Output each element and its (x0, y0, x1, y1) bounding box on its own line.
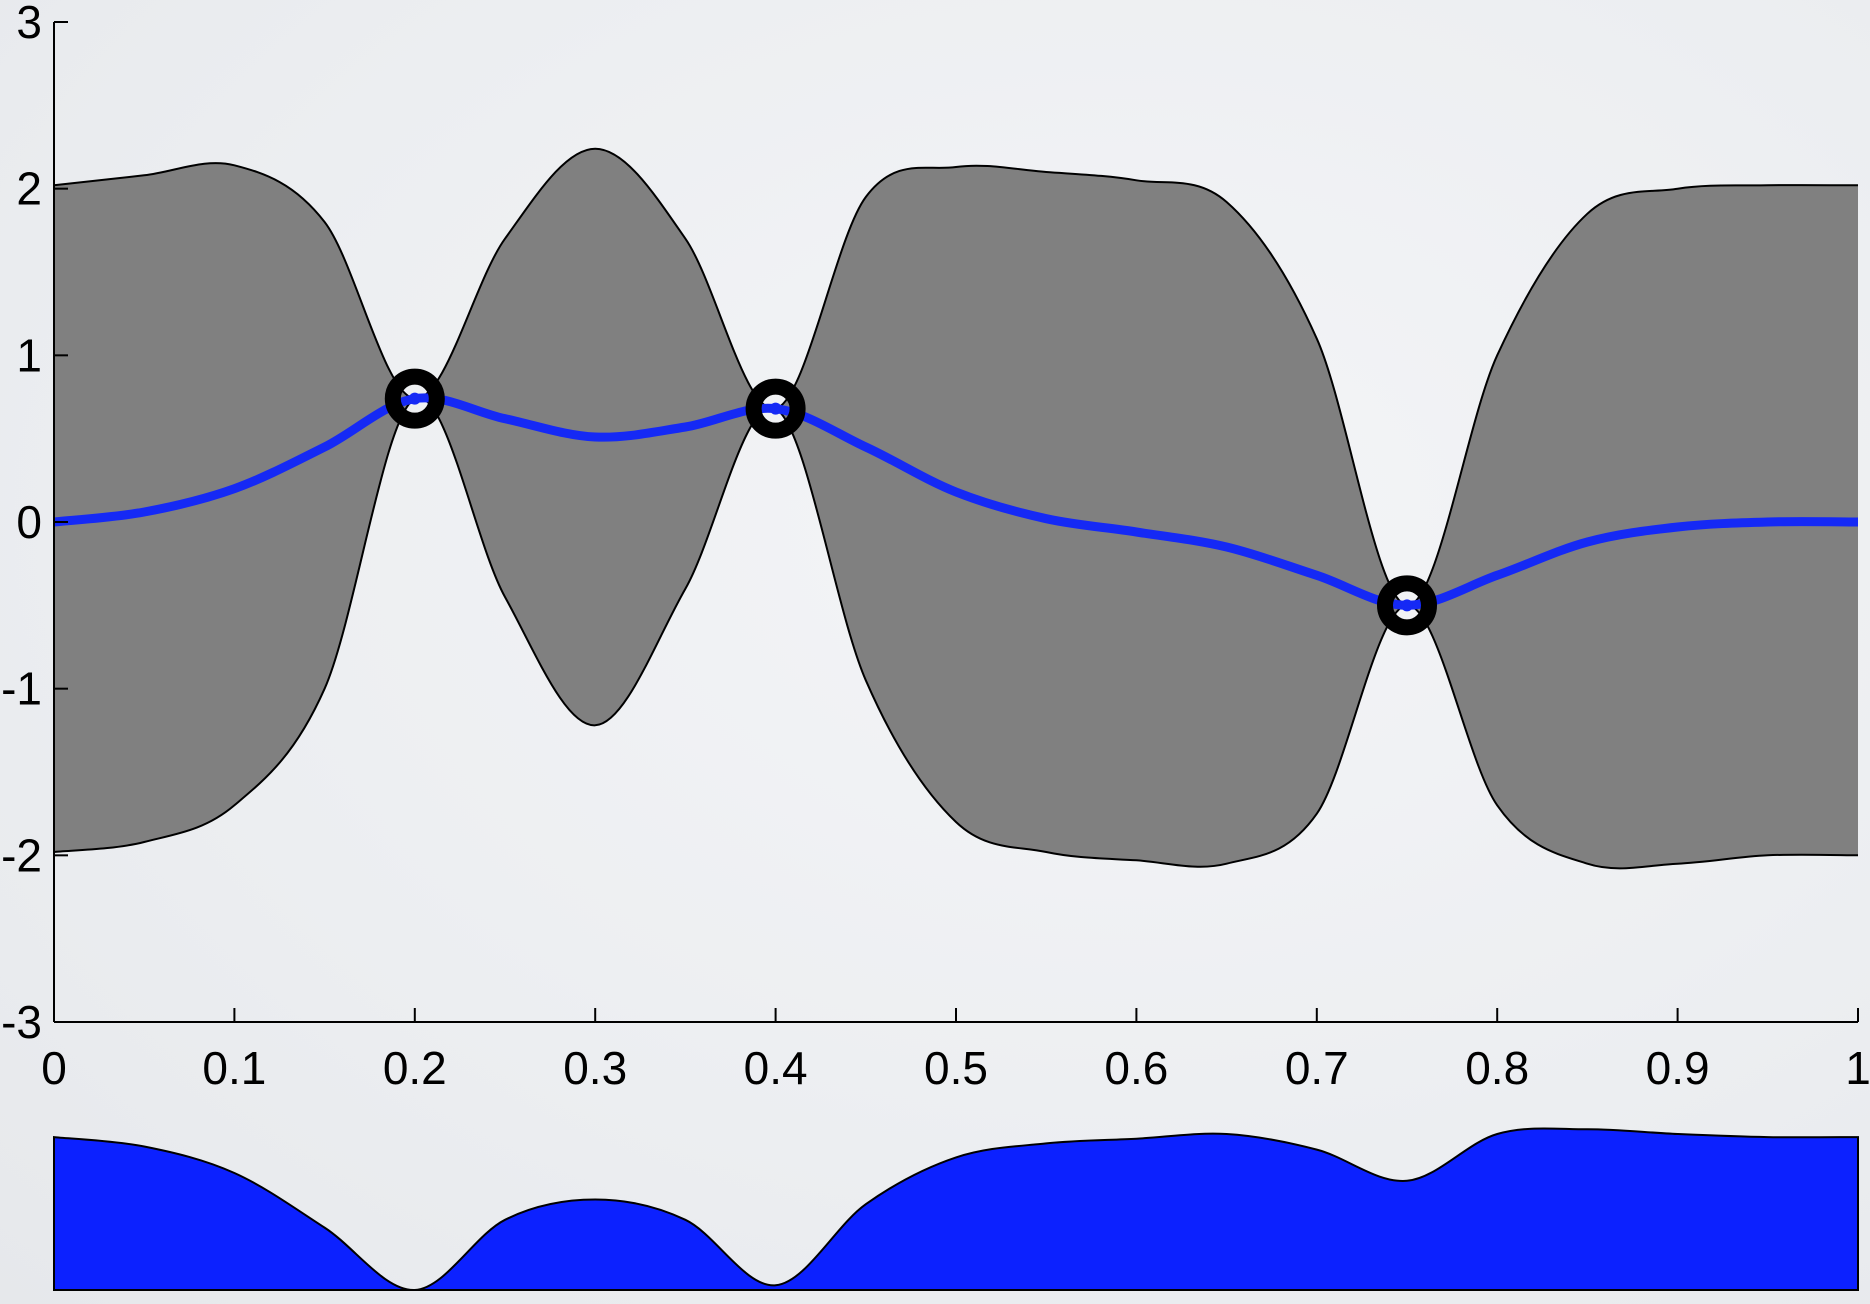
observation-center (769, 402, 782, 415)
y-tick-label: 1 (16, 329, 42, 381)
observation-ring (1377, 575, 1437, 636)
x-tick-label: 0.4 (744, 1042, 808, 1094)
x-tick-label: 0.3 (563, 1042, 627, 1094)
y-tick-label: -3 (1, 996, 42, 1048)
observation-center (408, 392, 421, 405)
x-tick-label: 0.9 (1646, 1042, 1710, 1094)
gp-regression-plot: 0 0.1 0.2 0.3 0.4 0.5 0.6 0.7 0.8 0.9 1 3 2 1 0 -1 -2 -3 (1, 0, 1870, 1094)
confidence-band (54, 148, 1858, 869)
y-tick-labels: 3 2 1 0 -1 -2 -3 (1, 0, 42, 1048)
x-tick-label: 0.7 (1285, 1042, 1349, 1094)
upper-bound-line (53, 147, 1859, 607)
y-tick-label: 0 (16, 496, 42, 548)
x-tick-label: 1 (1845, 1042, 1870, 1094)
x-tick-label: 0 (41, 1042, 67, 1094)
x-tick-label: 0.2 (383, 1042, 447, 1094)
x-tick-labels: 0 0.1 0.2 0.3 0.4 0.5 0.6 0.7 0.8 0.9 1 (41, 1042, 1870, 1094)
mean-line (53, 393, 1859, 610)
observation-center (1401, 599, 1413, 612)
observation-point (384, 368, 445, 429)
acquisition-plot (53, 1127, 1859, 1292)
observation-point (1377, 575, 1437, 636)
y-tick-label: -1 (1, 663, 42, 715)
lower-bound-line (53, 396, 1859, 870)
y-tick-label: 2 (16, 163, 42, 215)
axes (53, 21, 1859, 1023)
x-tick-label: 0.6 (1104, 1042, 1168, 1094)
x-tick-label: 0.5 (924, 1042, 988, 1094)
observation-ring (384, 368, 445, 429)
x-tick-label: 0.1 (202, 1042, 266, 1094)
observation-point (745, 378, 806, 439)
x-tick-label: 0.8 (1465, 1042, 1529, 1094)
acquisition-area (53, 1127, 1859, 1292)
y-tick-label: 3 (16, 0, 42, 48)
observation-ring (745, 378, 806, 439)
observations (384, 368, 1437, 636)
y-tick-label: -2 (1, 829, 42, 881)
